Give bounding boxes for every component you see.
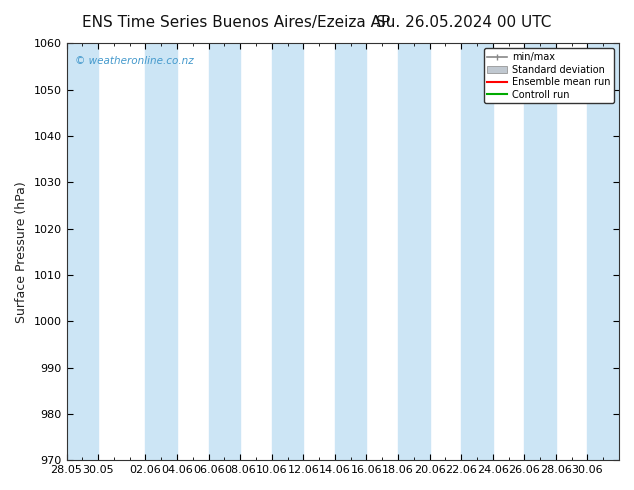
Bar [145,44,177,460]
Y-axis label: Surface Pressure (hPa): Surface Pressure (hPa) [15,181,28,323]
Legend: min/max, Standard deviation, Ensemble mean run, Controll run: min/max, Standard deviation, Ensemble me… [484,49,614,103]
Bar [524,44,556,460]
Bar [335,44,366,460]
Bar [461,44,493,460]
Bar [272,44,303,460]
Text: ENS Time Series Buenos Aires/Ezeiza AP: ENS Time Series Buenos Aires/Ezeiza AP [82,15,391,30]
Text: © weatheronline.co.nz: © weatheronline.co.nz [75,56,193,66]
Bar [67,44,98,460]
Bar [588,44,619,460]
Text: Su. 26.05.2024 00 UTC: Su. 26.05.2024 00 UTC [376,15,552,30]
Bar [209,44,240,460]
Bar [398,44,430,460]
